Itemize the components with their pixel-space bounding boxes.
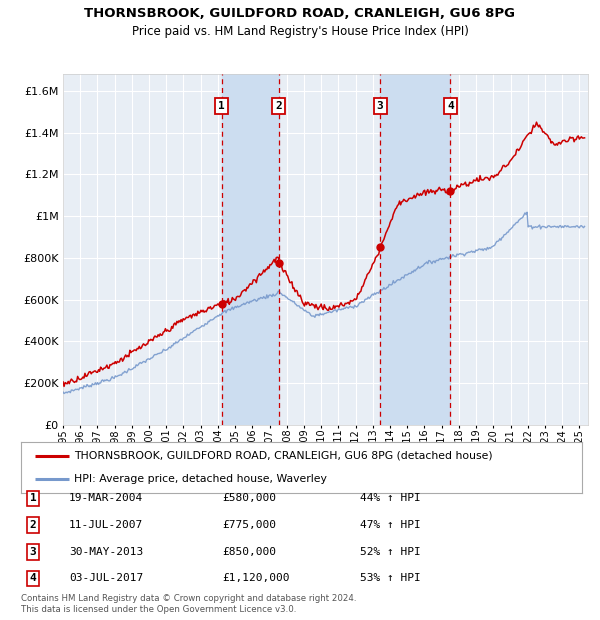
Text: £580,000: £580,000 bbox=[222, 494, 276, 503]
Bar bbox=[380, 74, 451, 425]
Text: 44% ↑ HPI: 44% ↑ HPI bbox=[360, 494, 421, 503]
Bar bbox=[222, 74, 278, 425]
Text: 1: 1 bbox=[218, 100, 225, 111]
Text: 47% ↑ HPI: 47% ↑ HPI bbox=[360, 520, 421, 530]
Text: Price paid vs. HM Land Registry's House Price Index (HPI): Price paid vs. HM Land Registry's House … bbox=[131, 25, 469, 38]
Text: THORNSBROOK, GUILDFORD ROAD, CRANLEIGH, GU6 8PG: THORNSBROOK, GUILDFORD ROAD, CRANLEIGH, … bbox=[85, 7, 515, 20]
Text: HPI: Average price, detached house, Waverley: HPI: Average price, detached house, Wave… bbox=[74, 474, 327, 484]
Text: £775,000: £775,000 bbox=[222, 520, 276, 530]
Text: 4: 4 bbox=[29, 574, 37, 583]
Text: 52% ↑ HPI: 52% ↑ HPI bbox=[360, 547, 421, 557]
Text: 3: 3 bbox=[377, 100, 383, 111]
Text: 30-MAY-2013: 30-MAY-2013 bbox=[69, 547, 143, 557]
Text: 3: 3 bbox=[29, 547, 37, 557]
Text: £1,120,000: £1,120,000 bbox=[222, 574, 290, 583]
Text: 2: 2 bbox=[29, 520, 37, 530]
Text: 19-MAR-2004: 19-MAR-2004 bbox=[69, 494, 143, 503]
Text: 03-JUL-2017: 03-JUL-2017 bbox=[69, 574, 143, 583]
Text: Contains HM Land Registry data © Crown copyright and database right 2024.: Contains HM Land Registry data © Crown c… bbox=[21, 593, 356, 603]
Text: This data is licensed under the Open Government Licence v3.0.: This data is licensed under the Open Gov… bbox=[21, 604, 296, 614]
Text: THORNSBROOK, GUILDFORD ROAD, CRANLEIGH, GU6 8PG (detached house): THORNSBROOK, GUILDFORD ROAD, CRANLEIGH, … bbox=[74, 451, 493, 461]
Text: £850,000: £850,000 bbox=[222, 547, 276, 557]
Text: 53% ↑ HPI: 53% ↑ HPI bbox=[360, 574, 421, 583]
Text: 1: 1 bbox=[29, 494, 37, 503]
Text: 4: 4 bbox=[447, 100, 454, 111]
Text: 11-JUL-2007: 11-JUL-2007 bbox=[69, 520, 143, 530]
Text: 2: 2 bbox=[275, 100, 282, 111]
